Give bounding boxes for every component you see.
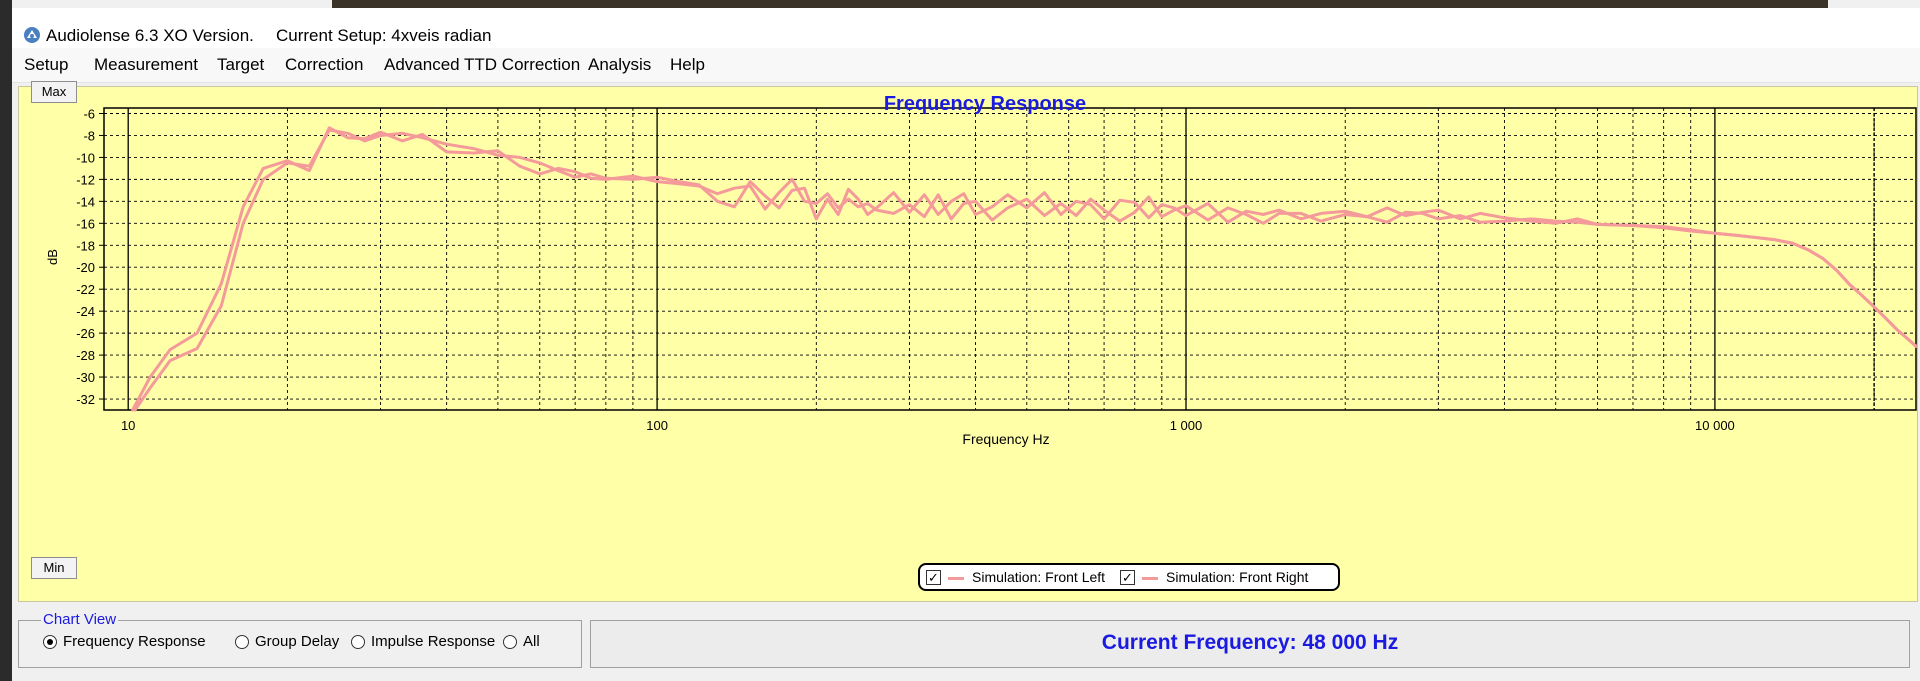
menu-target[interactable]: Target (217, 55, 265, 74)
legend-checkbox-front-right[interactable]: ✓ (1120, 570, 1135, 585)
series-line-front-left (133, 128, 1918, 412)
menu-measurement[interactable]: Measurement (94, 55, 198, 74)
chart-legend: ✓ Simulation: Front Left ✓ Simulation: F… (918, 563, 1340, 591)
x-tick-label: 100 (646, 418, 668, 433)
y-tick-label: -18 (76, 238, 95, 253)
current-setup: Current Setup: 4xveis radian (276, 26, 492, 45)
radio-label-frequency-response: Frequency Response (63, 633, 206, 650)
series (131, 126, 1918, 412)
radio-button-frequency-response[interactable] (43, 635, 57, 649)
max-button[interactable]: Max (31, 81, 77, 103)
top-strip (332, 0, 1828, 8)
y-tick-label: -28 (76, 348, 95, 363)
menu-help[interactable]: Help (670, 55, 705, 74)
y-tick-label: -12 (76, 172, 95, 187)
legend-checkbox-front-left[interactable]: ✓ (926, 570, 941, 585)
y-tick-label: -16 (76, 216, 95, 231)
menu-setup[interactable]: Setup (24, 55, 69, 74)
x-tick-label: 10 000 (1695, 418, 1735, 433)
y-tick-label: -6 (83, 106, 95, 121)
current-frequency: Current Frequency: 48 000 Hz (1101, 631, 1399, 654)
y-tick-label: -8 (83, 128, 95, 143)
y-tick-label: -32 (76, 392, 95, 407)
min-button[interactable]: Min (31, 557, 77, 579)
bottom-panel: Chart View Frequency Response Group Dela… (12, 602, 1920, 681)
y-tick-label: -10 (76, 150, 95, 165)
app-window: Audiolense 6.3 XO Version. Current Setup… (12, 0, 1920, 681)
menu-analysis[interactable]: Analysis (588, 55, 652, 74)
chart-view-title: Chart View (41, 611, 119, 628)
radio-button-group-delay[interactable] (235, 635, 249, 649)
axes: -6 -8 -10 -12 -14 -16 -18 -20 -22 -24 -26 -28 -30 -32… (76, 106, 1735, 433)
window-title: Audiolense 6.3 XO Version. (46, 26, 254, 45)
x-tick-label: 10 (121, 418, 135, 433)
menu-correction[interactable]: Correction (285, 55, 364, 74)
chart-view-group: Chart View Frequency Response Group Dela… (18, 611, 582, 668)
y-tick-label: -20 (76, 260, 95, 275)
x-tick-label: 1 000 (1170, 418, 1203, 433)
radio-label-group-delay: Group Delay (255, 633, 340, 650)
chart-panel: -6 -8 -10 -12 -14 -16 -18 -20 -22 -24 -26 -28 -30 -32… (18, 81, 1918, 602)
legend-swatch-front-left (948, 577, 964, 580)
y-tick-label: -30 (76, 370, 95, 385)
current-frequency-box: Current Frequency: 48 000 Hz (590, 620, 1910, 668)
y-tick-label: -14 (76, 194, 95, 209)
y-axis-label: dB (45, 249, 60, 265)
chart-title: Frequency Response (884, 93, 1086, 115)
x-axis-label: Frequency Hz (962, 431, 1049, 447)
menu-advanced-ttd-correction[interactable]: Advanced TTD Correction (384, 55, 581, 74)
radio-button-impulse-response[interactable] (351, 635, 365, 649)
frequency-response-chart: -6 -8 -10 -12 -14 -16 -18 -20 -22 -24 -26 -28 -30 -32… (45, 93, 1918, 447)
y-tick-label: -24 (76, 304, 95, 319)
legend-label-front-right: Simulation: Front Right (1166, 569, 1309, 585)
y-tick-label: -26 (76, 326, 95, 341)
legend-label-front-left: Simulation: Front Left (972, 569, 1106, 585)
title-bar: Audiolense 6.3 XO Version. Current Setup… (12, 8, 1920, 48)
audiolense-logo-icon (24, 27, 40, 43)
legend-swatch-front-right (1142, 577, 1158, 580)
radio-label-all: All (523, 633, 540, 650)
menu-bar: Setup Measurement Target Correction Adva… (12, 48, 1920, 83)
radio-button-all[interactable] (503, 635, 517, 649)
y-tick-label: -22 (76, 282, 95, 297)
grid (103, 107, 1917, 411)
series-line-front-right (131, 126, 1918, 412)
plot-frame (103, 107, 1917, 411)
radio-label-impulse-response: Impulse Response (371, 633, 496, 650)
